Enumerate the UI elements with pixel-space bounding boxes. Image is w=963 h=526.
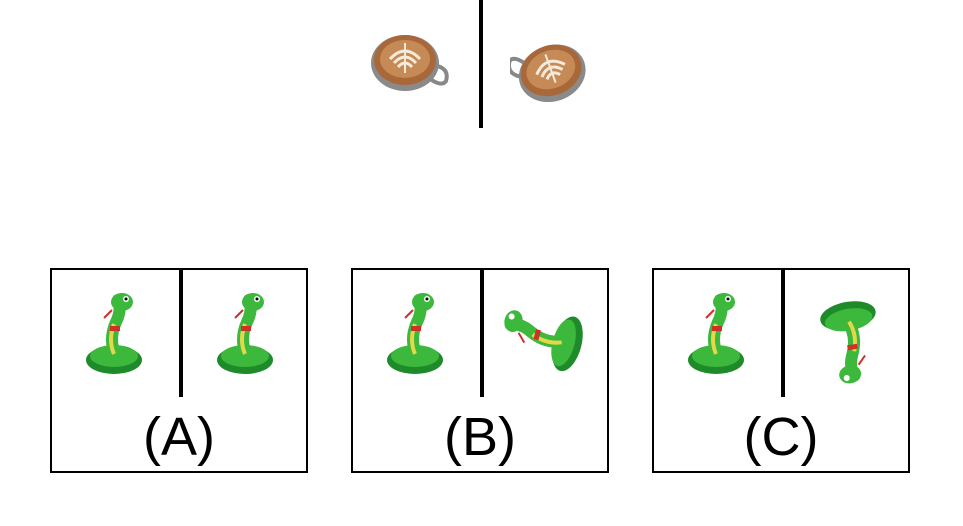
latte-cup-icon [370, 25, 450, 95]
option-a[interactable]: (A) [50, 268, 308, 473]
snake-icon [213, 292, 283, 382]
option-c[interactable]: (C) [652, 268, 910, 473]
option-b-divider [480, 270, 484, 397]
option-a-divider [179, 270, 183, 397]
reference-divider [479, 0, 483, 128]
option-b[interactable]: (B) [351, 268, 609, 473]
snake-rotated-icon [814, 294, 884, 384]
option-label: (A) [143, 407, 215, 467]
snake-rotated-icon [504, 290, 583, 380]
option-label: (C) [743, 407, 819, 467]
snake-icon [684, 292, 754, 382]
option-c-divider [781, 270, 785, 397]
snake-icon [82, 292, 152, 382]
latte-cup-rotated-icon [510, 38, 590, 108]
option-label: (B) [444, 407, 516, 467]
snake-icon [383, 292, 453, 382]
